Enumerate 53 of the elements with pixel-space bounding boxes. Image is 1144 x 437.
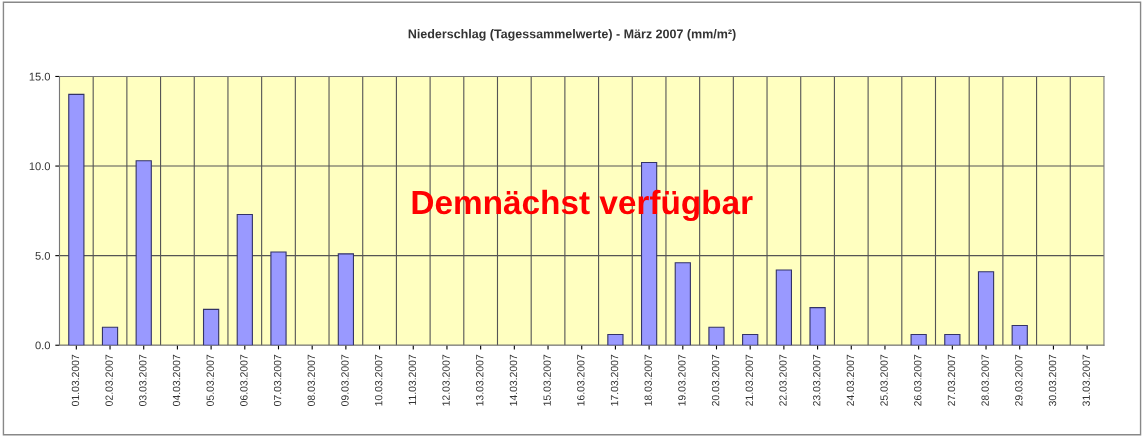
x-tick-label: 31.03.2007 xyxy=(1082,354,1090,406)
y-tick-label: 10.0 xyxy=(29,162,51,171)
x-tick-label: 30.03.2007 xyxy=(1048,354,1057,406)
x-tick-label: 27.03.2007 xyxy=(947,354,956,406)
bar xyxy=(1011,324,1028,346)
bar xyxy=(236,213,253,346)
y-tick-label: 5.0 xyxy=(35,251,51,260)
x-tick-label: 15.03.2007 xyxy=(543,354,551,406)
x-tick-label: 13.03.2007 xyxy=(476,354,484,406)
x-tick-label: 09.03.2007 xyxy=(341,354,349,406)
bar xyxy=(101,326,119,346)
bar xyxy=(202,308,220,346)
y-tick-label: 15.0 xyxy=(29,72,51,81)
x-tick-label: 25.03.2007 xyxy=(880,354,888,406)
x-tick-label: 03.03.2007 xyxy=(139,354,147,406)
x-tick-label: 22.03.2007 xyxy=(779,354,787,406)
x-tick-label: 05.03.2007 xyxy=(206,354,214,406)
x-tick-label: 04.03.2007 xyxy=(172,354,181,406)
x-tick-label: 10.03.2007 xyxy=(374,354,383,406)
bar xyxy=(775,269,793,346)
x-tick-label: 29.03.2007 xyxy=(1015,354,1023,406)
x-tick-label: 28.03.2007 xyxy=(981,354,989,406)
x-tick-label: 08.03.2007 xyxy=(307,354,315,406)
y-tick-label: 0.0 xyxy=(35,341,51,350)
x-tick-label: 07.03.2007 xyxy=(273,354,282,406)
x-tick-label: 12.03.2007 xyxy=(442,354,450,406)
x-tick-label: 16.03.2007 xyxy=(577,354,585,406)
x-tick-label: 23.03.2007 xyxy=(812,354,821,406)
bar xyxy=(809,307,826,346)
bar xyxy=(944,333,961,346)
x-tick-label: 18.03.2007 xyxy=(644,354,652,406)
bar xyxy=(674,262,691,346)
x-tick-label: 11.03.2007 xyxy=(408,354,417,405)
x-tick-label: 20.03.2007 xyxy=(711,354,720,406)
x-tick-label: 17.03.2007 xyxy=(610,354,619,406)
bar xyxy=(270,251,287,346)
x-tick-label: 26.03.2007 xyxy=(914,354,922,406)
x-tick-label: 01.03.2007 xyxy=(71,354,80,406)
bar xyxy=(337,253,355,346)
x-tick-label: 19.03.2007 xyxy=(678,354,686,406)
bar xyxy=(708,326,725,346)
x-tick-label: 24.03.2007 xyxy=(846,354,855,406)
x-tick-label: 06.03.2007 xyxy=(240,354,248,406)
x-tick-label: 02.03.2007 xyxy=(105,354,113,406)
bar xyxy=(742,333,759,346)
bar xyxy=(910,333,927,346)
bar xyxy=(607,333,624,346)
bar xyxy=(68,93,85,346)
x-tick-label: 14.03.2007 xyxy=(509,354,518,406)
x-tick-label: 21.03.2007 xyxy=(745,354,753,406)
bar xyxy=(977,271,995,346)
bar xyxy=(135,160,152,346)
chart-title: Niederschlag (Tagessammelwerte) - März 2007 (mm/m²) xyxy=(408,29,736,41)
